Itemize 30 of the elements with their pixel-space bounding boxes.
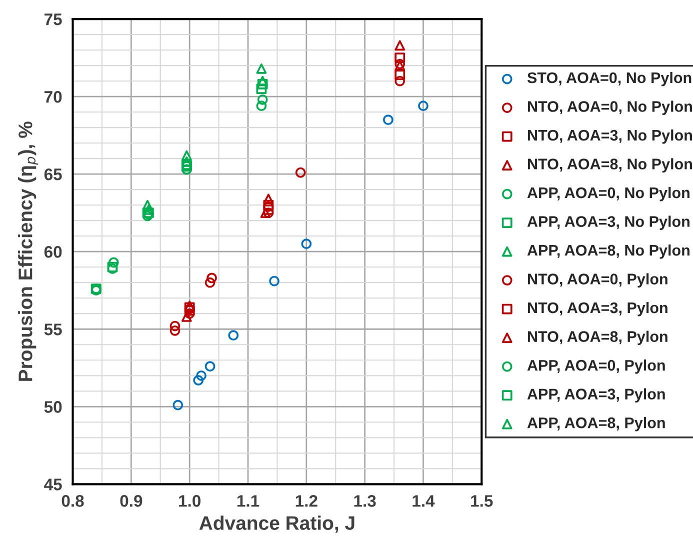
x-tick-label: 1.4: [412, 495, 435, 507]
legend-label: NTO, AOA=8, No Pylon: [528, 158, 692, 172]
y-tick-label: 65: [44, 168, 62, 180]
legend-label: APP, AOA=8, Pylon: [527, 417, 665, 432]
legend-label: NTO, AOA=0, Pylon: [528, 273, 668, 288]
legend-label: NTO, AOA=3, Pylon: [528, 302, 668, 316]
y-tick-label: 55: [44, 324, 62, 336]
legend-label: APP, AOA=0, Pylon: [527, 360, 665, 374]
legend-label: APP, AOA=3, Pylon: [527, 388, 665, 402]
y-tick-label: 70: [44, 90, 62, 103]
legend-label: APP, AOA=0, No Pylon: [527, 186, 690, 202]
x-tick-label: 1.2: [296, 495, 318, 507]
y-tick-label: 75: [44, 14, 62, 26]
x-tick-label: 0.8: [62, 495, 84, 507]
x-tick-label: 1.5: [471, 495, 493, 507]
legend-label: STO, AOA=0, No Pylon: [527, 72, 692, 86]
x-tick-label: 0.9: [120, 495, 142, 507]
y-tick-label: 45: [44, 478, 62, 490]
x-tick-label: 1.0: [179, 495, 200, 507]
x-tick-label: 1.1: [237, 495, 260, 507]
y-tick-label: 50: [44, 401, 62, 413]
x-axis-title: Advance Ratio, J: [199, 516, 354, 533]
y-axis-title: Propusion Efficiency (η$_{p}$), %: [18, 122, 38, 381]
y-tick-label: 60: [44, 246, 62, 258]
legend-label: APP, AOA=8, No Pylon: [527, 244, 690, 259]
legend-label: NTO, AOA=8, Pylon: [528, 330, 668, 345]
legend-label: NTO, AOA=3, No Pylon: [528, 129, 692, 144]
legend-label: APP, AOA=3, No Pylon: [527, 216, 690, 230]
x-tick-label: 1.3: [354, 495, 376, 507]
legend-label: NTO, AOA=0, No Pylon: [528, 100, 692, 115]
